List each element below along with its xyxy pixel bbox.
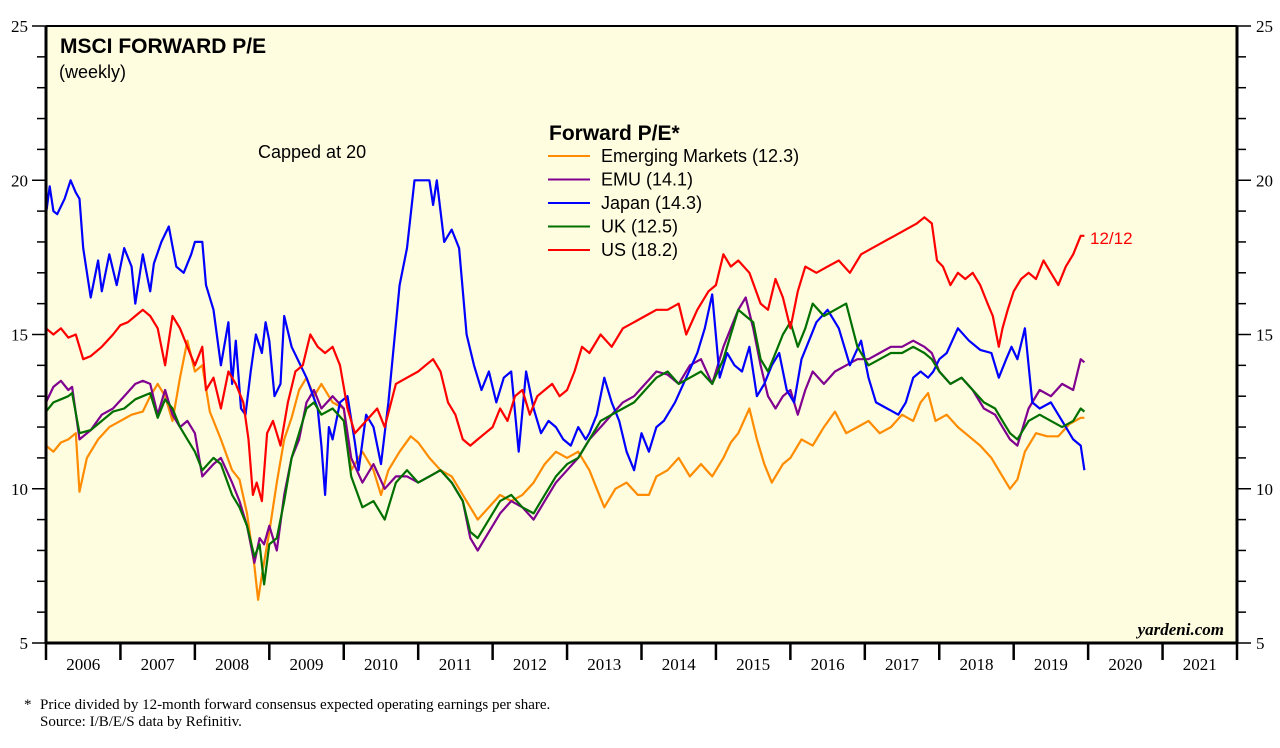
x-tick-label: 2012 <box>513 655 547 674</box>
chart-title: MSCI FORWARD P/E <box>60 35 266 58</box>
x-tick-label: 2017 <box>885 655 920 674</box>
series-line-japan <box>44 179 1086 496</box>
series-line-uk <box>45 302 1086 586</box>
x-tick-label: 2009 <box>290 655 324 674</box>
chart-subtitle: (weekly) <box>59 62 126 82</box>
y-tick-label-right: 5 <box>1256 634 1265 653</box>
y-tick-label-left: 10 <box>11 480 28 499</box>
legend-label: Emerging Markets (12.3) <box>601 146 799 166</box>
y-tick-label-left: 25 <box>11 17 28 36</box>
legend-label: Japan (14.3) <box>601 193 702 213</box>
series-line-us <box>45 216 1085 503</box>
legend-label: UK (12.5) <box>601 217 678 237</box>
x-tick-label: 2021 <box>1183 655 1217 674</box>
y-tick-label-right: 15 <box>1256 326 1273 345</box>
x-tick-label: 2016 <box>811 655 845 674</box>
y-tick-label-left: 5 <box>20 634 29 653</box>
x-tick-label: 2011 <box>439 655 472 674</box>
legend: Forward P/E* Emerging Markets (12.3) EMU … <box>548 122 799 260</box>
y-tick-label-right: 20 <box>1256 171 1273 190</box>
series-layer <box>44 179 1086 601</box>
series-line-emerging-markets <box>45 339 1085 601</box>
series-line-emu <box>45 296 1086 564</box>
y-tick-label-left: 20 <box>11 171 28 190</box>
y-tick-label-right: 10 <box>1256 480 1273 499</box>
footnote-marker: * <box>24 697 32 713</box>
last-date-label: 12/12 <box>1090 229 1133 248</box>
x-tick-label: 2020 <box>1108 655 1142 674</box>
watermark: yardeni.com <box>1136 620 1224 639</box>
x-tick-label: 2014 <box>662 655 697 674</box>
x-tick-label: 2008 <box>215 655 249 674</box>
y-tick-label-right: 25 <box>1256 17 1273 36</box>
x-tick-label: 2015 <box>736 655 770 674</box>
legend-label: US (18.2) <box>601 240 678 260</box>
x-tick-label: 2007 <box>141 655 176 674</box>
cap-annotation: Capped at 20 <box>258 142 366 162</box>
footnote-source: Source: I/B/E/S data by Refinitiv. <box>40 714 242 730</box>
x-tick-label: 2010 <box>364 655 398 674</box>
legend-label: EMU (14.1) <box>601 170 693 190</box>
y-tick-label-left: 15 <box>11 326 28 345</box>
footnote: * Price divided by 12-month forward conse… <box>24 697 550 731</box>
x-tick-label: 2013 <box>587 655 621 674</box>
x-tick-label: 2019 <box>1034 655 1068 674</box>
x-tick-label: 2006 <box>66 655 100 674</box>
footnote-line1: Price divided by 12-month forward consen… <box>40 697 551 713</box>
x-tick-label: 2018 <box>959 655 993 674</box>
plot-background <box>46 26 1237 643</box>
legend-title: Forward P/E* <box>549 122 681 145</box>
